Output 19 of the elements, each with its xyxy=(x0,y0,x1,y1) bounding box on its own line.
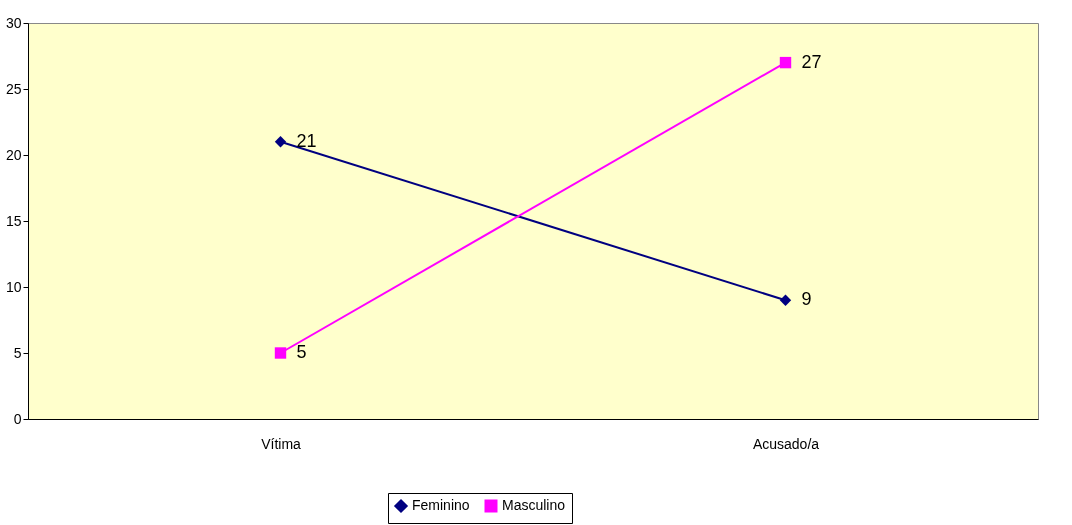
x-tick-label: Acusado/a xyxy=(752,435,820,452)
legend-label: Feminino xyxy=(412,497,470,513)
y-tick-label: 5 xyxy=(13,344,22,361)
data-label: 5 xyxy=(296,342,307,362)
y-tick-label: 30 xyxy=(5,14,22,31)
y-tick-label: 0 xyxy=(13,410,22,427)
point xyxy=(779,294,792,306)
y-tick-label: 20 xyxy=(5,146,22,163)
legend-label: Masculino xyxy=(502,497,566,513)
data-label: 27 xyxy=(801,51,822,72)
data-label: 21 xyxy=(296,130,317,151)
data-label: 9 xyxy=(801,289,812,310)
point xyxy=(274,347,287,359)
y-tick-label: 25 xyxy=(5,80,22,97)
x-tick-label: Vítima xyxy=(261,435,302,452)
y-tick-label: 10 xyxy=(5,278,22,295)
y-tick-label: 15 xyxy=(5,212,22,229)
point xyxy=(779,56,792,69)
point xyxy=(274,136,287,148)
